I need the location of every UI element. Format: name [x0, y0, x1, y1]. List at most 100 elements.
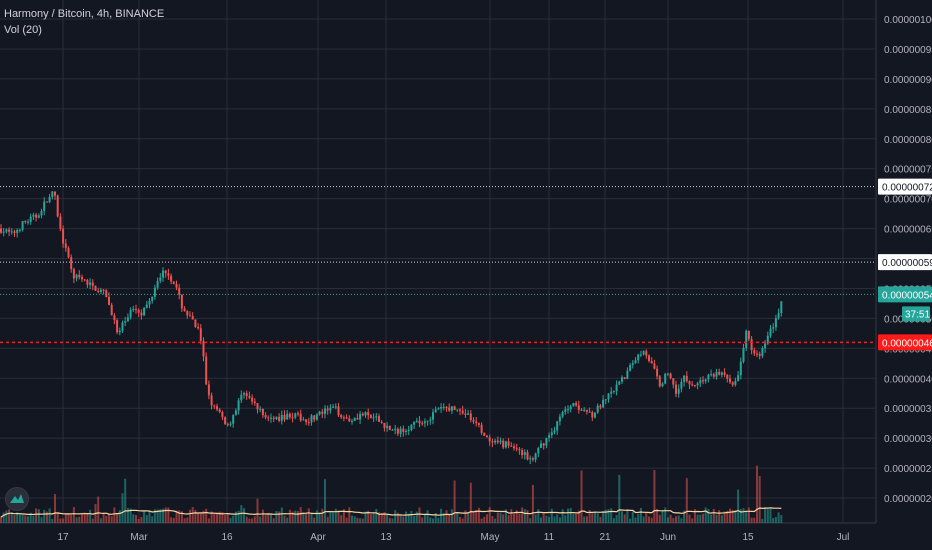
candle-body: [491, 441, 494, 443]
candle-body: [677, 388, 680, 394]
volume-bar: [604, 509, 607, 523]
x-tick-label: 17: [57, 532, 69, 543]
volume-bar: [267, 512, 270, 523]
candle-body: [351, 420, 353, 422]
volume-bar: [548, 516, 551, 523]
candle-body: [59, 216, 62, 229]
candle-body: [102, 289, 105, 291]
volume-bar: [16, 512, 19, 523]
volume-bar: [507, 515, 510, 523]
candle-body: [288, 413, 291, 418]
y-tick-label: 0.00000100: [884, 15, 932, 26]
chart-grid: [0, 0, 877, 524]
candle-body: [577, 405, 580, 410]
candle-body: [529, 458, 532, 460]
candle-body: [329, 407, 332, 411]
candle-body: [51, 191, 54, 198]
volume-bar: [75, 517, 78, 523]
candle-body: [750, 338, 753, 351]
candle-body: [194, 319, 197, 327]
volume-bar: [226, 514, 229, 523]
volume-bar: [243, 508, 245, 523]
volume-bar: [542, 512, 545, 523]
candle-body: [75, 274, 78, 279]
volume-bar: [669, 514, 672, 523]
candle-body: [704, 379, 707, 382]
volume-bar: [766, 509, 769, 523]
candle-body: [118, 330, 121, 333]
volume-bar: [380, 513, 383, 523]
logo-icon: [10, 494, 24, 503]
candle-body: [183, 308, 186, 312]
candle-body: [234, 410, 237, 415]
candle-body: [216, 406, 218, 410]
candle-body: [594, 412, 596, 418]
candle-body: [494, 440, 497, 443]
volume-bar: [526, 510, 529, 523]
volume-bar: [642, 516, 645, 523]
candle-body: [2, 231, 5, 233]
candle-body: [710, 374, 713, 376]
x-tick-label: 16: [221, 532, 233, 543]
volume-bar: [504, 509, 507, 523]
symbol-title[interactable]: Harmony / Bitcoin, 4h, BINANCE: [4, 8, 165, 20]
volume-bar: [623, 514, 626, 523]
volume-bar: [205, 508, 208, 523]
volume-bar: [656, 509, 659, 523]
candle-body: [205, 356, 208, 385]
candle-body: [591, 412, 594, 418]
candle-body: [16, 229, 19, 233]
volume-bar: [550, 508, 553, 523]
volume-bar: [631, 511, 634, 523]
candle-body: [421, 423, 424, 425]
volume-indicator-label[interactable]: Vol (20): [4, 24, 42, 36]
volume-bar: [97, 496, 100, 523]
volume-bar: [199, 513, 202, 523]
candle-body: [356, 418, 359, 420]
volume-bar: [688, 514, 691, 523]
candle-body: [210, 395, 213, 406]
candle-body: [777, 313, 780, 319]
candle-body: [739, 361, 742, 376]
candle-body: [699, 380, 702, 384]
volume-bar: [423, 514, 426, 523]
chart-legend: Harmony / Bitcoin, 4h, BINANCE Vol (20): [4, 6, 164, 38]
candle-body: [658, 376, 661, 387]
volume-bar: [710, 514, 713, 523]
candle-body: [634, 360, 637, 364]
candle-body: [405, 430, 407, 432]
volume-bar: [637, 513, 640, 523]
volume-bar: [218, 511, 221, 523]
candle-body: [672, 378, 675, 385]
volume-bar: [62, 518, 65, 523]
volume-bar: [175, 510, 178, 523]
price-label-text: 0.00000054: [882, 290, 932, 301]
volume-bar: [780, 515, 783, 523]
countdown-box: [902, 306, 930, 322]
candle-body: [189, 315, 191, 317]
volume-bar: [494, 518, 497, 523]
tradingview-logo[interactable]: [5, 487, 29, 511]
volume-bar: [159, 509, 162, 523]
volume-bar: [72, 507, 75, 523]
y-tick-label: 0.00000065: [884, 225, 932, 236]
horizontal-lines: [0, 186, 876, 344]
volume-bar: [259, 516, 262, 523]
volume-bar: [8, 509, 11, 523]
x-tick-label: Mar: [130, 532, 148, 543]
volume-bar: [761, 518, 764, 523]
candle-body: [639, 354, 642, 356]
candle-body: [661, 383, 664, 387]
candle-body: [324, 408, 326, 414]
volume-bar: [278, 511, 281, 523]
volume-bar: [750, 517, 753, 523]
candle-body: [35, 214, 38, 218]
candle-body: [618, 381, 621, 385]
volume-bar: [486, 514, 488, 523]
volume-bar: [588, 510, 591, 523]
candle-body: [583, 409, 586, 411]
volume-bar: [356, 517, 359, 523]
candle-body: [753, 350, 756, 354]
volume-bar: [758, 475, 761, 523]
